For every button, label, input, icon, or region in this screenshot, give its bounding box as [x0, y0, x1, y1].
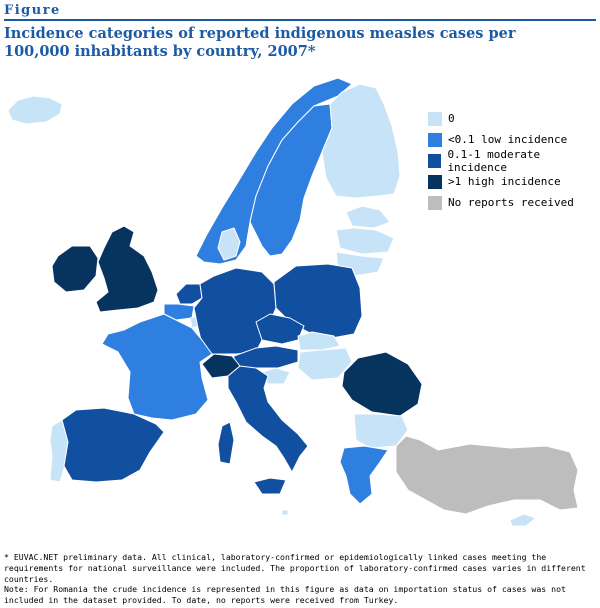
legend: 0 <0.1 low incidence 0.1-1 moderate inci…	[428, 108, 600, 213]
country-italy	[227, 365, 309, 473]
legend-item: 0.1-1 moderate incidence	[428, 147, 600, 174]
country-sicily	[253, 477, 287, 495]
country-cyprus	[509, 513, 537, 527]
country-slovakia	[297, 331, 341, 351]
legend-label: >1 high incidence	[448, 175, 561, 188]
country-slovenia	[261, 367, 291, 385]
europe-map	[7, 77, 579, 527]
country-hungary	[297, 347, 353, 381]
figure-header: Figure	[4, 0, 596, 18]
country-netherlands	[175, 283, 203, 305]
country-finland	[321, 83, 401, 199]
country-romania	[341, 351, 423, 417]
country-latvia	[335, 227, 395, 255]
country-denmark	[217, 227, 241, 261]
country-turkey	[395, 435, 579, 515]
country-bulgaria	[353, 413, 409, 449]
country-ireland	[51, 245, 99, 293]
legend-label: <0.1 low incidence	[448, 133, 568, 146]
legend-swatch	[428, 132, 442, 147]
footnote-note: Note: For Romania the crude incidence is…	[4, 584, 566, 606]
country-france	[101, 313, 213, 421]
country-sweden	[249, 103, 333, 257]
figure-label: Figure	[4, 3, 61, 18]
country-united-kingdom	[95, 225, 159, 313]
legend-label: 0.1-1 moderate incidence	[447, 147, 541, 174]
country-spain	[61, 407, 165, 483]
legend-label: 0	[448, 112, 455, 125]
legend-item: <0.1 low incidence	[428, 129, 600, 150]
legend-swatch	[428, 195, 442, 210]
legend-swatch	[428, 153, 442, 168]
header-rule	[4, 19, 596, 21]
country-norway	[195, 77, 353, 265]
country-malta	[281, 509, 289, 516]
country-estonia	[345, 205, 391, 229]
legend-swatch	[428, 111, 442, 126]
country-greece	[339, 445, 389, 505]
legend-item: >1 high incidence	[428, 171, 600, 192]
footnote-source: * EUVAC.NET preliminary data. All clinic…	[4, 552, 586, 584]
country-sardinia	[217, 421, 235, 465]
legend-label: No reports received	[448, 196, 574, 209]
figure-title: Incidence categories of reported indigen…	[4, 25, 516, 60]
legend-swatch	[428, 174, 442, 189]
legend-item: 0	[428, 108, 600, 129]
footnote: * EUVAC.NET preliminary data. All clinic…	[4, 552, 596, 606]
country-czech	[255, 313, 305, 345]
country-iceland	[7, 95, 63, 125]
country-germany	[193, 267, 277, 355]
legend-item: No reports received	[428, 192, 600, 213]
